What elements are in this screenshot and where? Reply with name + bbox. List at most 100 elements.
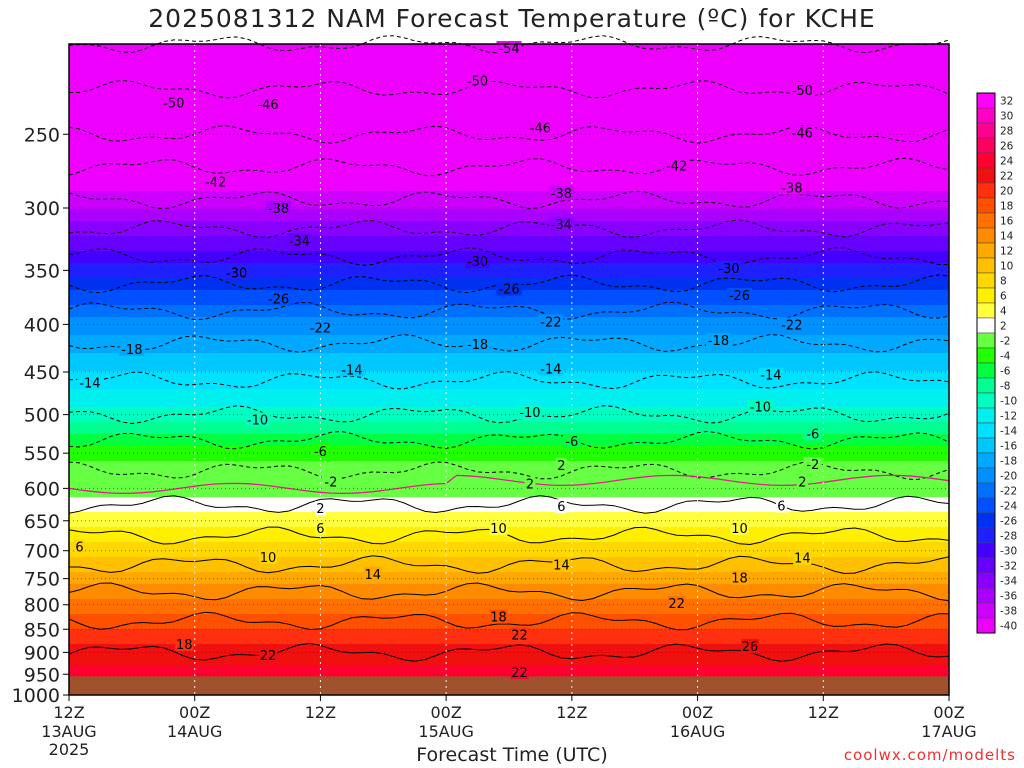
temperature-band: [69, 452, 949, 456]
temperature-band: [69, 344, 949, 348]
temperature-band: [69, 110, 949, 114]
temperature-band: [69, 572, 949, 576]
contour-label: 14: [794, 552, 811, 567]
temperature-band: [69, 320, 949, 324]
temperature-band: [69, 371, 949, 375]
temperature-band: [69, 98, 949, 102]
contour-label-bg: [796, 474, 808, 489]
y-tick-label: 400: [24, 314, 60, 336]
temperature-band: [69, 560, 949, 564]
temperature-band: [69, 386, 949, 390]
colorbar-label: -34: [1000, 576, 1017, 588]
temperature-band: [69, 191, 949, 195]
temperature-band: [69, 392, 949, 396]
temperature-band: [69, 656, 949, 660]
contour-label: -22: [310, 321, 331, 336]
temperature-band: [69, 521, 949, 525]
contour-label-bg: [266, 291, 292, 306]
temperature-band: [69, 317, 949, 321]
contour-label-bg: [465, 254, 491, 269]
contour-label-bg: [77, 375, 103, 390]
x-tick-date: 16AUG: [670, 722, 725, 741]
colorbar-swatch: [976, 212, 996, 229]
temperature-band: [69, 338, 949, 342]
contour-label-bg: [255, 97, 281, 112]
temperature-band: [69, 362, 949, 366]
temperature-band: [69, 467, 949, 471]
y-tick-label: 900: [24, 642, 60, 664]
temperature-band: [69, 539, 949, 543]
colorbar-label: -28: [1000, 531, 1017, 543]
contour-label-bg: [489, 609, 508, 624]
contour-label: -50: [467, 75, 488, 90]
temperature-band: [69, 263, 949, 267]
colorbar-swatch: [976, 617, 996, 634]
contour-label: 6: [777, 500, 785, 515]
contour-label: 18: [731, 572, 748, 587]
temperature-band: [69, 575, 949, 579]
temperature-band: [69, 545, 949, 549]
temperature-band: [69, 254, 949, 258]
temperature-band: [69, 482, 949, 486]
colorbar-label: 14: [1000, 231, 1014, 243]
contour-label: 14: [365, 568, 382, 583]
temperature-band: [69, 488, 949, 492]
contour-label: -14: [540, 362, 561, 377]
temperature-band: [69, 260, 949, 264]
temperature-band: [69, 533, 949, 537]
temperature-band: [69, 227, 949, 231]
temperature-band: [69, 125, 949, 129]
temperature-band: [69, 311, 949, 315]
temperature-band: [69, 278, 949, 282]
colorbar-swatch: [976, 317, 996, 334]
contour-label: -50: [792, 84, 813, 99]
colorbar-label: 4: [1000, 306, 1007, 318]
temperature-band: [69, 128, 949, 132]
temperature-band: [69, 377, 949, 381]
colorbar-swatch: [976, 272, 996, 289]
colorbar-label: 24: [1000, 156, 1014, 168]
temperature-band: [69, 197, 949, 201]
temperature-band: [69, 182, 949, 186]
source-watermark: coolwx.com/modelts: [843, 746, 1016, 764]
temperature-band: [69, 431, 949, 435]
temperature-band: [69, 590, 949, 594]
contour-label: 2: [316, 502, 324, 517]
temperature-band: [69, 497, 949, 501]
contour-label: 10: [731, 522, 748, 537]
temperature-band: [69, 476, 949, 480]
temperature-band: [69, 527, 949, 531]
contour-label: -26: [268, 292, 289, 307]
colorbar-swatch: [976, 557, 996, 574]
contour-label: 2: [526, 478, 534, 493]
temperature-band: [69, 272, 949, 276]
temperature-band: [69, 638, 949, 642]
temperature-band: [69, 659, 949, 663]
colorbar-label: 10: [1000, 261, 1013, 273]
contour-label-bg: [803, 426, 822, 441]
temperature-band: [69, 461, 949, 465]
x-tick-time: 00Z: [682, 703, 713, 722]
temperature-band: [69, 149, 949, 153]
isotherm-line: [68, 611, 950, 631]
temperature-band: [69, 221, 949, 225]
contour-label: 10: [260, 551, 277, 566]
temperature-band: [69, 647, 949, 651]
contour-label-bg: [175, 636, 194, 651]
temperature-band: [69, 239, 949, 243]
temperature-band: [69, 296, 949, 300]
contour-label: -26: [498, 282, 519, 297]
x-tick-date: 13AUG: [41, 722, 96, 741]
chart-title: 2025081312 NAM Forecast Temperature (ºC)…: [148, 4, 876, 33]
colorbar-swatch: [976, 122, 996, 139]
contour-label-bg: [321, 474, 340, 489]
colorbar-swatch: [976, 182, 996, 199]
temperature-band: [69, 494, 949, 498]
temperature-band: [69, 668, 949, 672]
temperature-band: [69, 83, 949, 87]
y-tick-label: 600: [24, 478, 60, 500]
colorbar-swatch: [976, 347, 996, 364]
temperature-band: [69, 248, 949, 252]
isotherm-line: [68, 405, 950, 425]
